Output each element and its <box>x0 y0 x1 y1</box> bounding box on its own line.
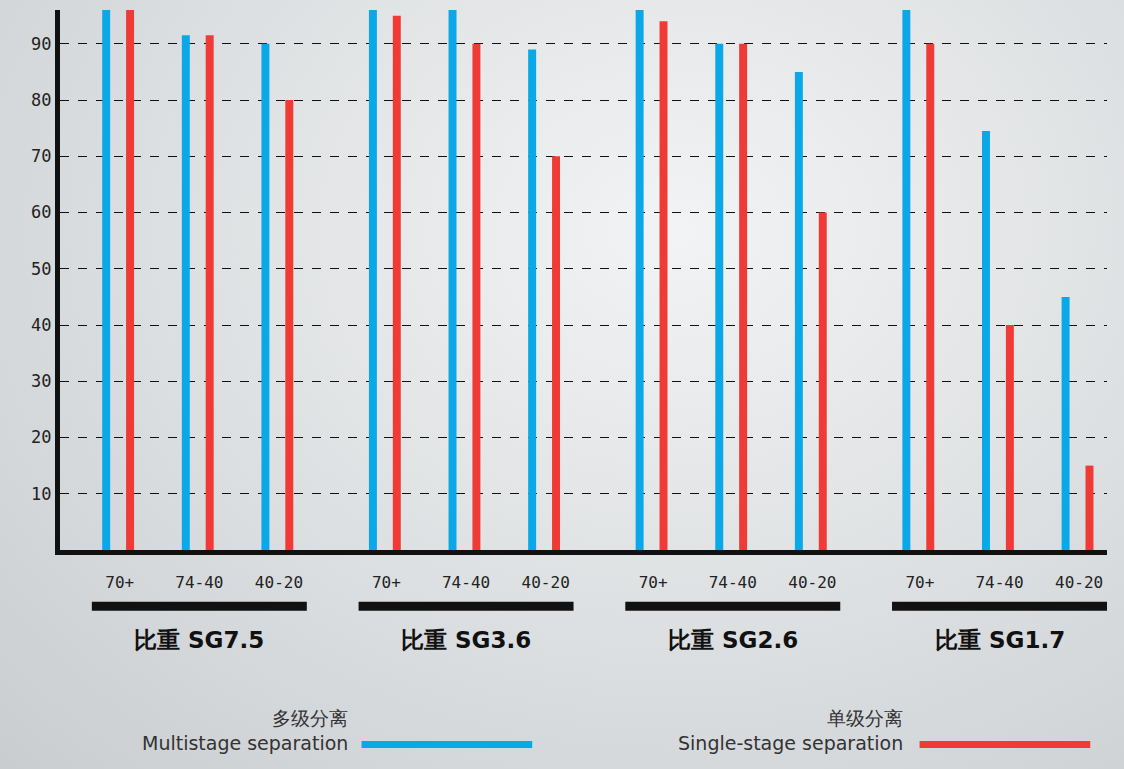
svg-text:50: 50 <box>31 259 51 279</box>
svg-text:30: 30 <box>31 371 51 391</box>
svg-text:比重 SG7.5: 比重 SG7.5 <box>134 627 264 653</box>
svg-text:40-20: 40-20 <box>522 573 570 592</box>
svg-text:40: 40 <box>31 315 51 335</box>
svg-text:20: 20 <box>31 427 51 447</box>
svg-text:40-20: 40-20 <box>788 573 836 592</box>
svg-text:70+: 70+ <box>105 573 134 592</box>
svg-text:70+: 70+ <box>639 573 668 592</box>
svg-text:单级分离Single-stage separation: 单级分离Single-stage separation <box>678 707 903 754</box>
svg-text:74-40: 74-40 <box>175 573 223 592</box>
svg-text:60: 60 <box>31 202 51 222</box>
svg-text:80: 80 <box>31 90 51 110</box>
svg-text:74-40: 74-40 <box>709 573 757 592</box>
svg-text:比重 SG1.7: 比重 SG1.7 <box>935 627 1065 653</box>
svg-text:70: 70 <box>31 146 51 166</box>
svg-text:10: 10 <box>31 484 51 504</box>
svg-text:40-20: 40-20 <box>255 573 303 592</box>
svg-text:90: 90 <box>31 34 51 54</box>
svg-text:74-40: 74-40 <box>975 573 1023 592</box>
svg-text:74-40: 74-40 <box>442 573 490 592</box>
svg-text:比重 SG3.6: 比重 SG3.6 <box>401 627 531 653</box>
svg-text:40-20: 40-20 <box>1055 573 1103 592</box>
svg-text:比重 SG2.6: 比重 SG2.6 <box>668 627 798 653</box>
svg-text:70+: 70+ <box>372 573 401 592</box>
svg-text:70+: 70+ <box>905 573 934 592</box>
svg-text:多级分离Multistage separation: 多级分离Multistage separation <box>142 707 348 754</box>
